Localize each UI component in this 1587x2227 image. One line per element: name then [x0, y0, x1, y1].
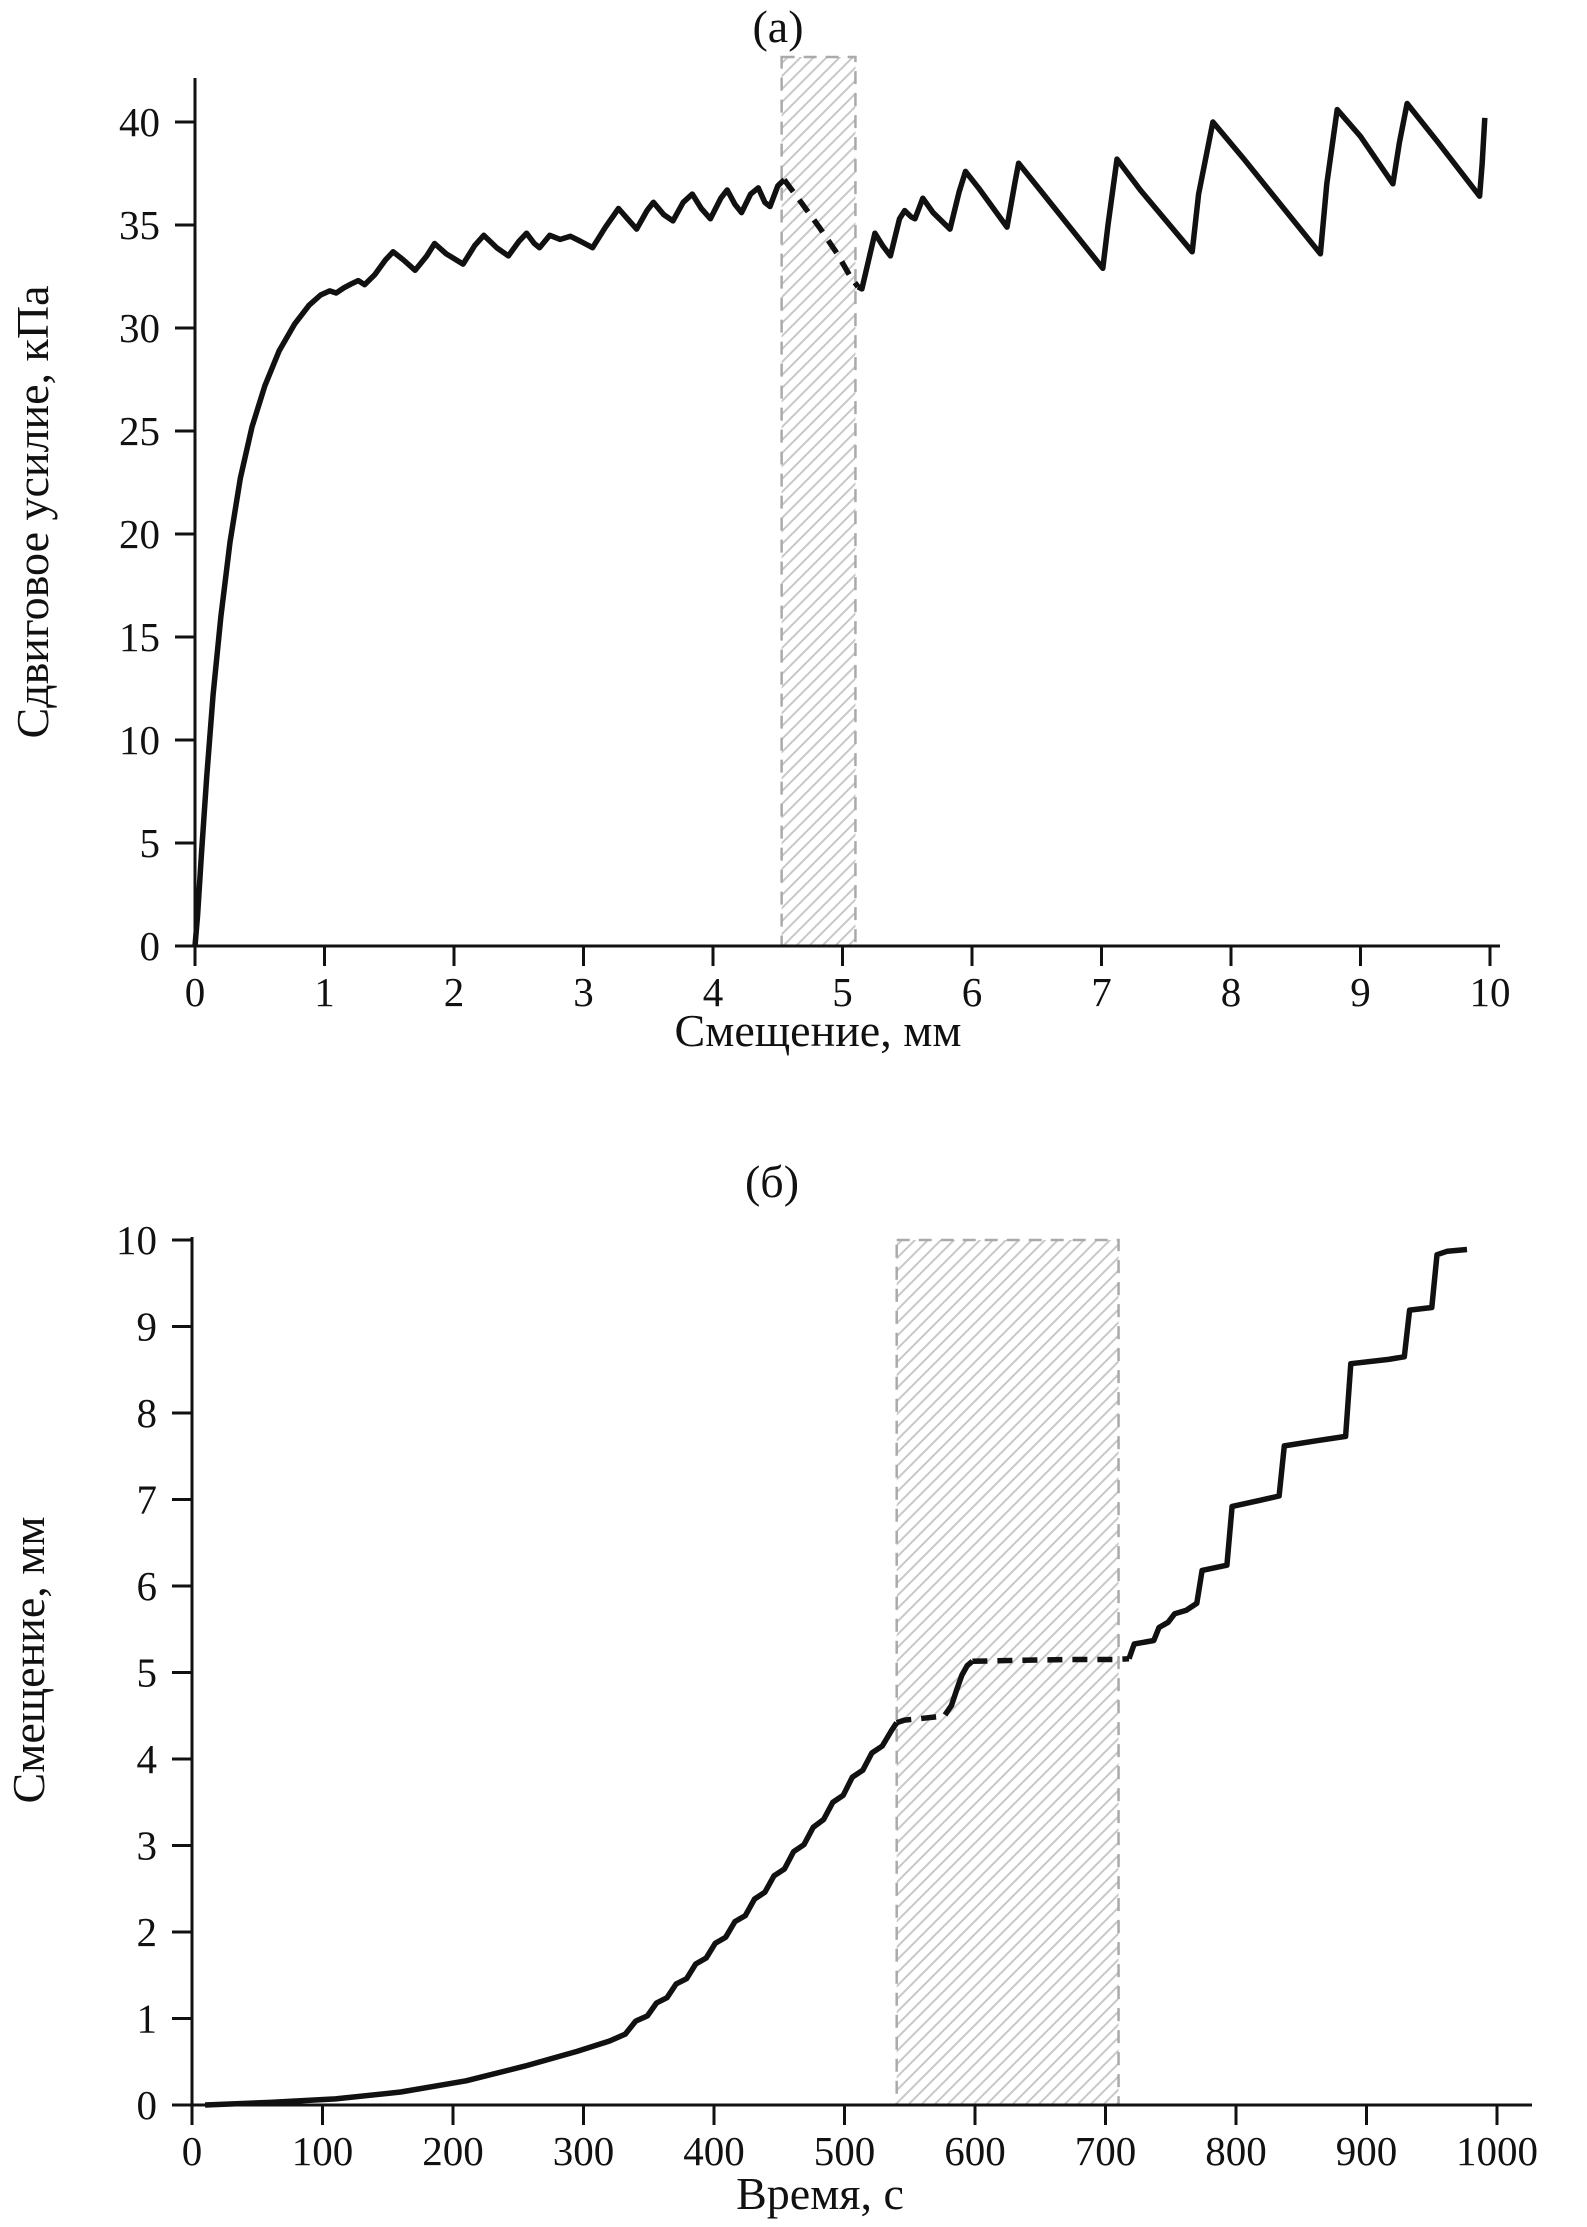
chart-b-y-tick-label: 6 — [137, 1563, 158, 1609]
chart-a-x-tick-label: 3 — [573, 969, 594, 1015]
chart-a-x-tick-label: 6 — [962, 969, 983, 1015]
chart-a-y-tick-label: 25 — [119, 408, 160, 454]
chart-b-y-tick-label: 2 — [137, 1909, 158, 1955]
chart-b-axes — [190, 1237, 1532, 2107]
chart-b-y-tick-label: 7 — [137, 1477, 158, 1523]
chart-b-x-tick-label: 100 — [292, 2128, 354, 2174]
chart-b-y-tick-label: 8 — [137, 1390, 158, 1436]
chart-b-ylabel: Смещение, мм — [3, 1517, 54, 1804]
chart-b-y-tick-label: 5 — [137, 1650, 158, 1696]
chart-a-x-tick-label: 5 — [832, 969, 853, 1015]
chart-b-y-tick-label: 9 — [137, 1304, 158, 1350]
chart-b-series-plateau-in-window-1 — [895, 1712, 946, 1726]
chart-a-x-tick-label: 8 — [1221, 969, 1242, 1015]
chart-a-y-tick-label: 40 — [119, 99, 160, 145]
chart-b-series-plateau-in-window-2 — [972, 1655, 1130, 1665]
chart-a-y-tick-label: 20 — [119, 511, 160, 557]
chart-a-series-loading-and-stick-slip-onset — [192, 177, 787, 947]
chart-a-series-large-stick-slip — [856, 100, 1488, 292]
chart-a-y-tick-label: 15 — [119, 614, 160, 660]
chart-a-y-tick-label: 0 — [140, 923, 161, 969]
chart-a-hatched-window — [780, 55, 857, 948]
chart-a-y-tick-label: 10 — [119, 717, 160, 763]
chart-b-series-creep-and-small-steps — [204, 1721, 899, 2108]
chart-b-xlabel: Время, с — [736, 2168, 904, 2219]
chart-a-x-tick-label: 1 — [314, 969, 335, 1015]
chart-b-x-tick-label: 1000 — [1456, 2128, 1538, 2174]
chart-a-x-tick-label: 0 — [185, 969, 206, 1015]
chart-a-x-tick-label: 2 — [444, 969, 465, 1015]
chart-b-title: (б) — [745, 1156, 799, 1207]
chart-b-x-tick-label: 200 — [422, 2128, 484, 2174]
chart-b-y-tick-label: 10 — [116, 1217, 157, 1263]
chart-b-x-tick-label: 600 — [944, 2128, 1006, 2174]
chart-a-title: (а) — [752, 1, 803, 52]
chart-a-x-tick-label: 10 — [1470, 969, 1511, 1015]
chart-b-y-tick-label: 0 — [137, 2082, 158, 2128]
chart-a-y-tick-label: 30 — [119, 305, 160, 351]
chart-b-y-tick-label: 3 — [137, 1823, 158, 1869]
chart-a-series-drop-inside-hatched-window — [781, 178, 861, 289]
chart-b-x-tick-label: 700 — [1075, 2128, 1137, 2174]
chart-a-plot: 0 1 2 3 4 5 6 7 8 9 10 0 5 10 15 20 25 30 35 40 — [119, 55, 1511, 1015]
chart-b-x-tick-label: 900 — [1336, 2128, 1398, 2174]
chart-b-y-tick-label: 4 — [137, 1736, 158, 1782]
chart-b-x-tick-label: 0 — [182, 2128, 203, 2174]
chart-a-xlabel: Смещение, мм — [675, 1005, 962, 1056]
chart-b-hatched-window — [895, 1238, 1120, 2107]
chart-a-y-tick-label: 5 — [140, 820, 161, 866]
chart-b-x-tick-label: 300 — [553, 2128, 615, 2174]
chart-a-ylabel: Сдвиговое усилие, кПа — [7, 285, 58, 738]
chart-a-x-tick-label: 9 — [1350, 969, 1371, 1015]
chart-a-x-tick-label: 4 — [703, 969, 724, 1015]
chart-b-y-tick-label: 1 — [137, 1996, 158, 2042]
chart-b-series-staircase-slip-events — [1126, 1246, 1468, 1660]
chart-a-y-tick-label: 35 — [119, 202, 160, 248]
chart-b-series-step-in-window — [942, 1659, 975, 1717]
chart-b-x-tick-label: 400 — [683, 2128, 745, 2174]
chart-a-x-tick-label: 7 — [1091, 969, 1112, 1015]
chart-a-canvas: (а) 0 1 2 3 4 5 6 7 8 9 10 0 5 10 15 20 25 30 35 40 Смещени… — [7, 1, 1511, 1056]
chart-b-x-tick-label: 800 — [1205, 2128, 1267, 2174]
chart-b-canvas: (б) 0 100 200 300 400 500 600 700 800 900 1000 0 1 2 3… — [3, 1156, 1538, 2219]
chart-b-plot: 0 100 200 300 400 500 600 700 800 900 1000 0 1 2 3 4 5 6 7… — [116, 1217, 1538, 2174]
chart-b-x-tick-label: 500 — [814, 2128, 876, 2174]
